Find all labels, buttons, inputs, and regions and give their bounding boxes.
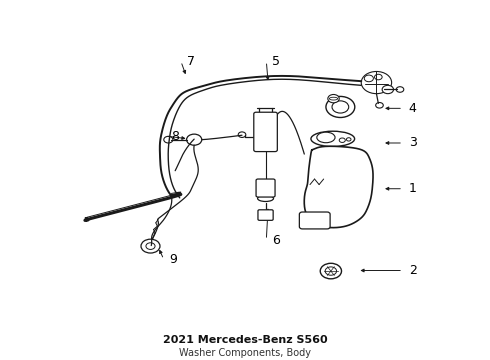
Circle shape bbox=[325, 267, 337, 275]
Circle shape bbox=[238, 132, 246, 138]
Text: 9: 9 bbox=[170, 253, 177, 266]
Ellipse shape bbox=[329, 97, 338, 100]
Text: 7: 7 bbox=[187, 55, 195, 68]
Circle shape bbox=[146, 243, 155, 249]
Circle shape bbox=[382, 85, 393, 94]
FancyBboxPatch shape bbox=[299, 212, 330, 229]
Circle shape bbox=[374, 74, 382, 80]
FancyBboxPatch shape bbox=[254, 112, 277, 152]
Circle shape bbox=[326, 96, 355, 117]
Text: 3: 3 bbox=[409, 136, 416, 149]
Text: Washer Components, Body: Washer Components, Body bbox=[179, 348, 311, 358]
Text: 2: 2 bbox=[409, 264, 416, 277]
Circle shape bbox=[141, 239, 160, 253]
Text: 5: 5 bbox=[272, 55, 280, 68]
FancyBboxPatch shape bbox=[258, 210, 273, 220]
Circle shape bbox=[260, 125, 271, 134]
Text: 2021 Mercedes-Benz S560: 2021 Mercedes-Benz S560 bbox=[163, 335, 327, 345]
Ellipse shape bbox=[313, 184, 342, 199]
Circle shape bbox=[164, 136, 173, 143]
Circle shape bbox=[326, 208, 343, 220]
Ellipse shape bbox=[258, 195, 273, 202]
Text: 1: 1 bbox=[409, 182, 416, 195]
Circle shape bbox=[361, 72, 392, 94]
Circle shape bbox=[315, 208, 332, 220]
Circle shape bbox=[332, 101, 349, 113]
Circle shape bbox=[366, 75, 387, 90]
Text: 6: 6 bbox=[272, 234, 280, 247]
Text: 4: 4 bbox=[409, 102, 416, 115]
Circle shape bbox=[328, 94, 339, 103]
Circle shape bbox=[396, 87, 404, 92]
Circle shape bbox=[339, 138, 345, 143]
FancyBboxPatch shape bbox=[256, 179, 275, 197]
Ellipse shape bbox=[311, 131, 355, 147]
Text: 8: 8 bbox=[172, 130, 179, 143]
Circle shape bbox=[187, 134, 202, 145]
Circle shape bbox=[320, 263, 342, 279]
Polygon shape bbox=[304, 146, 373, 228]
Ellipse shape bbox=[317, 132, 335, 143]
Circle shape bbox=[376, 103, 383, 108]
Circle shape bbox=[346, 138, 351, 141]
Circle shape bbox=[364, 75, 373, 82]
